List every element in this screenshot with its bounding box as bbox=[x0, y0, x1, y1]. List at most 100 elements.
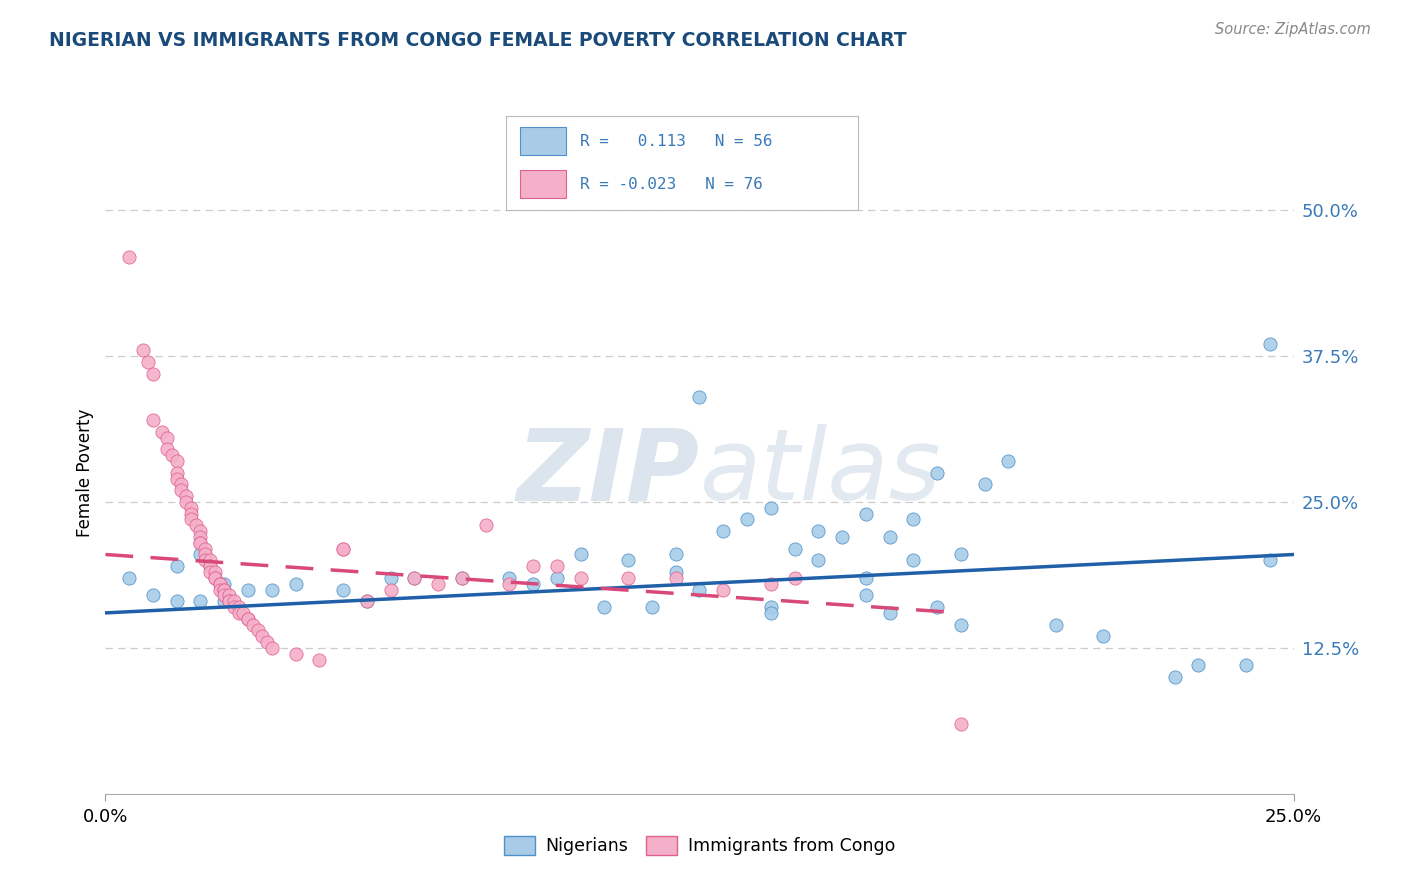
Point bbox=[198, 553, 221, 567]
Point bbox=[160, 448, 183, 462]
Point bbox=[689, 390, 711, 404]
Point bbox=[166, 466, 188, 480]
Point bbox=[1187, 658, 1209, 673]
Point bbox=[170, 483, 193, 498]
Point bbox=[218, 588, 240, 602]
Point bbox=[284, 576, 307, 591]
Point bbox=[166, 594, 188, 608]
Point bbox=[284, 647, 307, 661]
Point bbox=[356, 594, 378, 608]
Point bbox=[260, 640, 283, 655]
Point bbox=[308, 652, 330, 666]
Point bbox=[142, 413, 165, 427]
Point bbox=[166, 472, 188, 486]
Point bbox=[174, 495, 197, 509]
Point bbox=[1258, 337, 1281, 351]
Point bbox=[665, 565, 688, 579]
Point bbox=[246, 624, 269, 638]
Legend: Nigerians, Immigrants from Congo: Nigerians, Immigrants from Congo bbox=[498, 829, 901, 863]
Y-axis label: Female Poverty: Female Poverty bbox=[76, 409, 94, 537]
Point bbox=[214, 588, 236, 602]
Point bbox=[156, 431, 179, 445]
Point bbox=[879, 530, 901, 544]
Point bbox=[218, 594, 240, 608]
Point bbox=[190, 536, 212, 550]
Point bbox=[711, 582, 734, 597]
Point bbox=[450, 571, 472, 585]
Point bbox=[689, 582, 711, 597]
Point bbox=[855, 571, 877, 585]
Point bbox=[879, 606, 901, 620]
Point bbox=[617, 553, 640, 567]
Point bbox=[204, 571, 226, 585]
Point bbox=[546, 559, 568, 574]
Point bbox=[404, 571, 426, 585]
Point bbox=[1234, 658, 1257, 673]
Point bbox=[180, 507, 202, 521]
Point bbox=[132, 343, 155, 358]
Text: R = -0.023   N = 76: R = -0.023 N = 76 bbox=[579, 177, 763, 192]
Point bbox=[949, 548, 972, 562]
Point bbox=[593, 600, 616, 615]
Point bbox=[214, 594, 236, 608]
Point bbox=[665, 548, 688, 562]
Point bbox=[949, 716, 972, 731]
Point bbox=[1092, 629, 1115, 643]
Point bbox=[228, 600, 250, 615]
Point bbox=[522, 576, 544, 591]
Point bbox=[855, 507, 877, 521]
Point bbox=[152, 425, 174, 439]
Point bbox=[190, 524, 212, 538]
Bar bbox=[520, 128, 565, 155]
Point bbox=[190, 594, 212, 608]
Point bbox=[641, 600, 664, 615]
Bar bbox=[520, 170, 565, 198]
Point bbox=[759, 606, 782, 620]
Point bbox=[136, 355, 159, 369]
Point bbox=[569, 548, 592, 562]
Point bbox=[1258, 553, 1281, 567]
Point bbox=[925, 466, 948, 480]
Point bbox=[783, 571, 806, 585]
Point bbox=[903, 512, 925, 526]
Point bbox=[208, 582, 231, 597]
Point bbox=[735, 512, 758, 526]
Point bbox=[166, 454, 188, 468]
Point bbox=[242, 617, 264, 632]
Text: NIGERIAN VS IMMIGRANTS FROM CONGO FEMALE POVERTY CORRELATION CHART: NIGERIAN VS IMMIGRANTS FROM CONGO FEMALE… bbox=[49, 31, 907, 50]
Point bbox=[204, 571, 226, 585]
Point bbox=[214, 582, 236, 597]
Point bbox=[522, 559, 544, 574]
Point bbox=[180, 512, 202, 526]
Point bbox=[380, 571, 402, 585]
Point bbox=[174, 489, 197, 503]
Point bbox=[214, 582, 236, 597]
Point bbox=[156, 442, 179, 457]
Point bbox=[198, 559, 221, 574]
Point bbox=[218, 594, 240, 608]
Point bbox=[142, 588, 165, 602]
Point bbox=[807, 524, 830, 538]
Point bbox=[427, 576, 450, 591]
Point bbox=[236, 582, 259, 597]
Point bbox=[256, 635, 278, 649]
Point bbox=[190, 530, 212, 544]
Point bbox=[170, 477, 193, 491]
Point bbox=[214, 576, 236, 591]
Point bbox=[236, 612, 259, 626]
Point bbox=[356, 594, 378, 608]
Point bbox=[949, 617, 972, 632]
Point bbox=[194, 553, 217, 567]
Point bbox=[1045, 617, 1067, 632]
Point bbox=[903, 553, 925, 567]
Point bbox=[617, 571, 640, 585]
Point bbox=[498, 571, 520, 585]
Text: atlas: atlas bbox=[700, 425, 941, 521]
Point bbox=[142, 367, 165, 381]
Point bbox=[380, 582, 402, 597]
Point bbox=[925, 600, 948, 615]
Point bbox=[332, 582, 354, 597]
Point bbox=[184, 518, 207, 533]
Point bbox=[831, 530, 853, 544]
Point bbox=[1164, 670, 1187, 684]
